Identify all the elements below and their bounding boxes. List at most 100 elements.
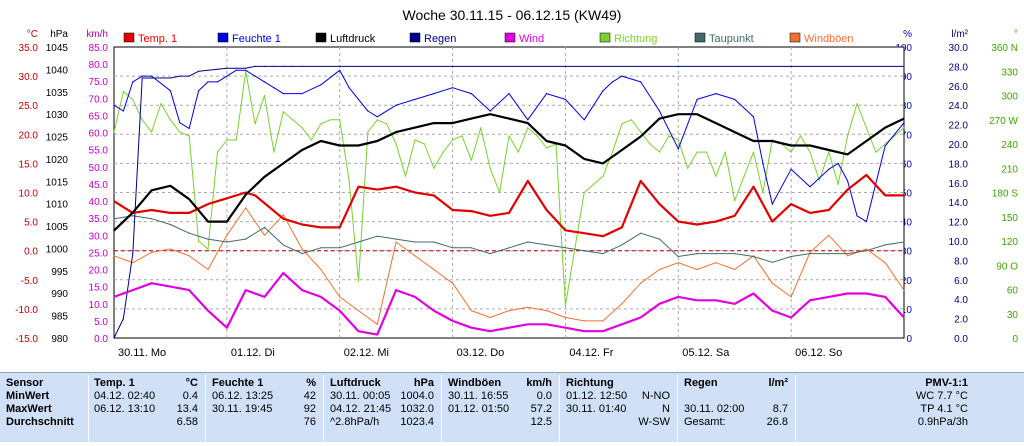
data-point-luftdruck xyxy=(395,131,397,133)
data-point-temp-1 xyxy=(696,223,698,226)
data-point-luftdruck xyxy=(677,113,679,115)
pmv-dewpoint: TP 4.1 °C xyxy=(920,403,968,415)
axis-tick-label: 980 xyxy=(51,334,68,345)
data-point-feuchte-1 xyxy=(273,87,275,89)
data-point-feuchte-1 xyxy=(254,75,256,77)
data-point-feuchte-1 xyxy=(640,81,642,83)
data-point-feuchte-1 xyxy=(734,98,736,100)
data-point-regen xyxy=(207,69,209,71)
data-point-wind xyxy=(809,299,811,301)
data-point-taupunkt xyxy=(226,241,228,243)
legend-swatch xyxy=(504,32,516,43)
luftdruck-avg-value: 1023.4 xyxy=(400,416,434,428)
data-point-windb-en xyxy=(527,306,529,308)
data-point-taupunkt xyxy=(847,253,849,255)
data-point-richtung xyxy=(113,131,115,133)
feuchte-max-value: 92 xyxy=(303,403,316,415)
data-point-windb-en xyxy=(132,262,134,264)
data-point-taupunkt xyxy=(828,253,830,255)
sensor-row-avg: Durchschnitt xyxy=(6,416,74,428)
data-point-richtung xyxy=(593,183,595,185)
axis-tick-label: 14.0 xyxy=(949,198,969,209)
data-point-richtung xyxy=(499,191,501,194)
axis-tick-label: 85.0 xyxy=(89,43,109,54)
data-point-temp-1 xyxy=(301,223,303,226)
data-point-temp-1 xyxy=(151,209,153,211)
data-point-richtung xyxy=(489,167,491,169)
data-point-richtung xyxy=(207,248,209,250)
axis-tick-label: 1035 xyxy=(46,88,69,99)
axis-tick-label: 2.0 xyxy=(954,315,968,326)
chart-title: Woche 30.11.15 - 06.12.15 (KW49) xyxy=(403,7,622,23)
data-point-richtung xyxy=(677,139,679,141)
axis-tick-label: 30 xyxy=(1007,310,1019,321)
data-point-wind xyxy=(602,330,604,332)
data-point-richtung xyxy=(423,143,425,145)
data-point-windb-en xyxy=(395,241,397,243)
data-point-luftdruck xyxy=(188,198,190,200)
data-point-richtung xyxy=(132,98,134,101)
data-point-luftdruck xyxy=(357,144,360,147)
data-point-taupunkt xyxy=(151,218,153,220)
chart-legend: Temp. 1 Feuchte 1 Luftdruck Regen Wind Richtu… xyxy=(123,32,854,45)
data-point-temp-1 xyxy=(188,212,190,214)
axis-tick-label: 985 xyxy=(51,312,68,323)
data-point-windb-en xyxy=(696,268,698,271)
data-point-wind xyxy=(865,292,868,295)
axis-tick-label: 22.0 xyxy=(949,121,969,132)
richtung-avg-value: W-SW xyxy=(638,416,670,428)
data-point-luftdruck xyxy=(583,158,585,160)
data-point-luftdruck xyxy=(903,118,905,120)
data-point-luftdruck xyxy=(151,189,153,191)
richtung-min-value: N-NO xyxy=(641,390,670,402)
data-point-taupunkt xyxy=(169,223,171,226)
data-point-feuchte-1 xyxy=(621,75,623,77)
data-point-wind xyxy=(564,327,567,329)
data-point-luftdruck xyxy=(376,140,378,142)
data-point-richtung xyxy=(179,131,181,133)
x-tick-label: 02.12. Mi xyxy=(344,347,389,359)
data-point-wind xyxy=(583,330,585,332)
data-point-richtung xyxy=(696,151,698,153)
data-point-taupunkt xyxy=(301,253,303,255)
axis-tick-label: 1025 xyxy=(46,133,69,144)
data-point-richtung xyxy=(564,305,567,307)
data-point-luftdruck xyxy=(508,118,510,120)
data-point-windb-en xyxy=(809,251,811,253)
data-point-feuchte-1 xyxy=(903,122,905,124)
left-axes: °C 35.0 30.0 25.0 20.0 15.0 10.0 5.0 0.0 -5.0 -10.… xyxy=(15,29,108,345)
data-point-taupunkt xyxy=(376,235,378,237)
windboeen-min-value: 0.0 xyxy=(536,390,552,402)
data-point-wind xyxy=(263,296,266,298)
data-point-feuchte-1 xyxy=(216,81,219,83)
data-point-richtung xyxy=(433,167,435,169)
data-point-windb-en xyxy=(320,268,322,271)
axis-tick-label: 50.0 xyxy=(89,163,109,174)
data-point-richtung xyxy=(169,119,171,121)
x-axis-labels: 30.11. Mo 01.12. Di 02.12. Mi 03.12. Do 04.1… xyxy=(118,347,842,359)
axis-tick-label: 30 xyxy=(901,247,913,258)
axis-tick-label: 300 xyxy=(1001,92,1018,103)
data-point-taupunkt xyxy=(640,232,642,234)
data-point-richtung xyxy=(837,183,839,185)
data-point-richtung xyxy=(357,280,360,282)
legend-label: Luftdruck xyxy=(330,33,376,45)
sensor-row-max: MaxWert xyxy=(6,403,52,415)
data-point-richtung xyxy=(734,200,736,202)
data-point-richtung xyxy=(752,151,755,153)
data-point-richtung xyxy=(122,90,124,93)
data-point-feuchte-1 xyxy=(169,90,171,92)
data-point-temp-1 xyxy=(470,210,472,212)
data-point-temp-1 xyxy=(583,232,585,234)
data-point-windb-en xyxy=(508,310,510,312)
data-point-luftdruck xyxy=(263,176,266,178)
temp-unit: °C xyxy=(185,377,198,389)
data-point-taupunkt xyxy=(414,241,416,243)
data-point-taupunkt xyxy=(677,255,679,258)
data-point-wind xyxy=(734,303,736,305)
data-point-feuchte-1 xyxy=(348,87,350,89)
data-point-feuchte-1 xyxy=(198,90,200,92)
sensor-header: Sensor xyxy=(6,377,44,389)
data-point-richtung xyxy=(687,167,689,169)
x-tick-label: 04.12. Fr xyxy=(569,347,613,359)
